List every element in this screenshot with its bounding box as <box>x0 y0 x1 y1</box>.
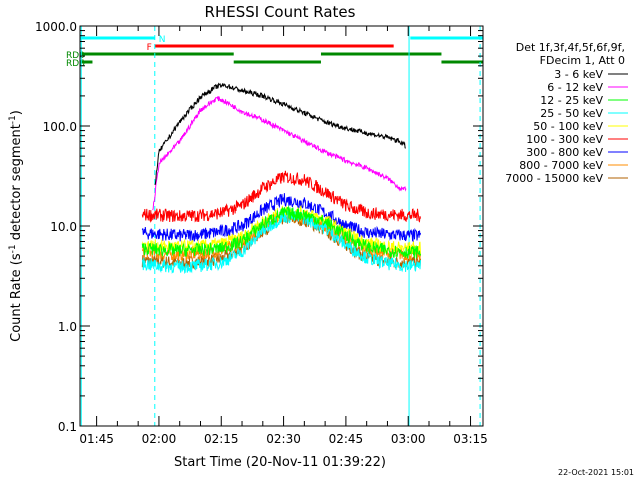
y-tick-label: 100.0 <box>43 120 77 134</box>
y-axis-label-sup2: -1 <box>8 115 18 124</box>
legend-header: FDecim 1, Att 0 <box>540 54 625 67</box>
x-tick-label: 02:30 <box>266 432 301 446</box>
x-tick-label: 01:45 <box>79 432 114 446</box>
legend-entry-label: 7000 - 15000 keV <box>505 172 603 185</box>
legend-entry-label: 6 - 12 keV <box>547 81 603 94</box>
legend: Det 1f,3f,4f,5f,6f,9f,FDecim 1, Att 03 -… <box>505 41 628 185</box>
legend-entry-label: 3 - 6 keV <box>554 68 603 81</box>
legend-entry-label: 12 - 25 keV <box>540 94 603 107</box>
x-tick-label: 02:45 <box>329 432 364 446</box>
legend-header: Det 1f,3f,4f,5f,6f,9f, <box>516 41 625 54</box>
flag-label-rd0: RD0 <box>66 51 85 61</box>
x-axis-ticks: 01:45 02:00 02:15 02:30 02:45 03:00 03:15 <box>79 26 488 446</box>
y-tick-label: 1000.0 <box>35 20 77 34</box>
series-line <box>154 82 406 186</box>
x-axis-label: Start Time (20-Nov-11 01:39:22) <box>174 455 386 470</box>
flag-label-f: F <box>147 43 152 53</box>
flag-label-n: N <box>159 35 166 45</box>
x-tick-label: 02:15 <box>204 432 239 446</box>
plot-frame <box>79 25 484 427</box>
series-line <box>141 170 421 223</box>
series-line <box>141 193 421 243</box>
footer-date: 22-Oct-2021 15:01 <box>558 468 634 477</box>
flag-label-rd6: RD6 <box>66 59 85 69</box>
y-axis-label-end: ) <box>9 110 24 115</box>
series-line <box>152 96 407 211</box>
series-line <box>141 205 421 259</box>
legend-entry-label: 800 - 7000 keV <box>519 159 603 172</box>
x-tick-label: 02:00 <box>142 432 177 446</box>
x-tick-label: 03:15 <box>453 432 488 446</box>
y-tick-label: 0.1 <box>58 420 77 434</box>
legend-entry-label: 25 - 50 keV <box>540 107 603 120</box>
y-axis-label: Count Rate (s-1 detector segment-1) <box>8 110 24 342</box>
y-tick-label: 1.0 <box>58 320 77 334</box>
series-lines <box>141 82 421 275</box>
chart-title: RHESSI Count Rates <box>205 3 356 21</box>
legend-entry-label: 100 - 300 keV <box>526 133 603 146</box>
y-axis-label-main: Count Rate (s <box>9 253 24 342</box>
y-tick-label: 10.0 <box>50 220 77 234</box>
legend-entry-label: 300 - 800 keV <box>526 146 603 159</box>
legend-entry-label: 50 - 100 keV <box>533 120 603 133</box>
y-axis-label-mid: detector segment <box>9 124 24 244</box>
y-axis-ticks: 1000.0 100.0 10.0 1.0 0.1 <box>35 20 483 434</box>
y-axis-label-sup1: -1 <box>8 244 18 253</box>
x-tick-label: 03:00 <box>391 432 426 446</box>
series-line <box>141 211 421 275</box>
attenuator-lines <box>80 26 481 426</box>
